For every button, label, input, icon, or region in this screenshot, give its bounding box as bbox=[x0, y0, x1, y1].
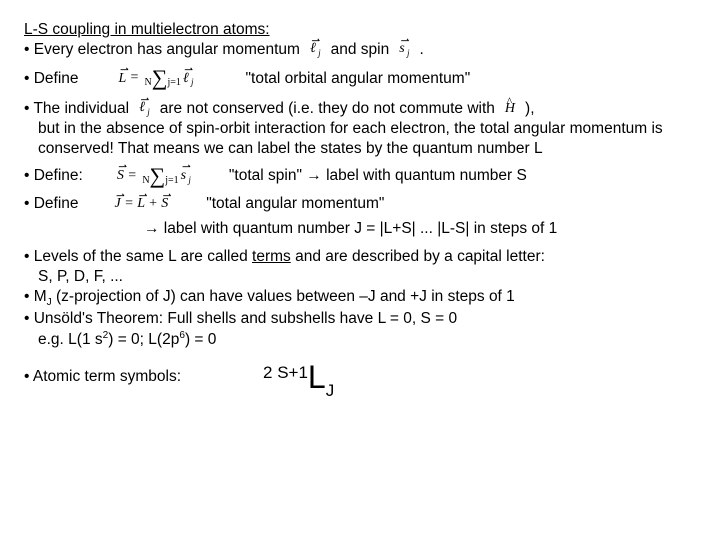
formula-lj2: ℓ j bbox=[135, 99, 154, 119]
bullet-define: • Define bbox=[24, 69, 79, 89]
text: • M bbox=[24, 288, 47, 305]
line-label-J: → label with quantum number J = |L+S| ..… bbox=[24, 219, 700, 239]
bullet-define: • Define bbox=[24, 194, 79, 214]
line-terms: • Levels of the same L are called terms … bbox=[24, 247, 700, 267]
atomic-term-label: • Atomic term symbols: bbox=[24, 367, 181, 387]
total-orbital-label: "total orbital angular momentum" bbox=[246, 69, 471, 89]
formula-L-sum: L = N∑j=1ℓ j bbox=[115, 68, 198, 89]
text: • Levels of the same L are called bbox=[24, 248, 252, 265]
line-term-symbols: • Atomic term symbols: 2 S+1LJ bbox=[24, 353, 700, 402]
term-subscript: J bbox=[326, 381, 335, 400]
text: . bbox=[419, 40, 423, 60]
text: ) = 0 bbox=[185, 331, 216, 348]
text: ), bbox=[525, 99, 534, 119]
formula-S-sum: S = N∑j=1s j bbox=[113, 166, 195, 187]
term-symbol: 2 S+1LJ bbox=[263, 357, 334, 402]
text: • Every electron has angular momentum bbox=[24, 40, 300, 60]
line-define-J: • Define J = L + S "total angular moment… bbox=[24, 194, 700, 214]
text: and spin bbox=[331, 40, 390, 60]
line-mj: • MJ (z-projection of J) can have values… bbox=[24, 287, 700, 309]
term-L: L bbox=[308, 359, 326, 395]
total-spin-label: "total spin" → label with quantum number… bbox=[229, 166, 527, 186]
formula-sj: s j bbox=[395, 40, 413, 60]
text: • The individual bbox=[24, 99, 129, 119]
term-prescript: 2 S+1 bbox=[263, 363, 308, 382]
text: e.g. L(1 s bbox=[38, 331, 103, 348]
line-define-L: • Define L = N∑j=1ℓ j "total orbital ang… bbox=[24, 68, 700, 89]
formula-lj: ℓ j bbox=[306, 40, 325, 60]
line-eg: e.g. L(1 s2) = 0; L(2p6) = 0 bbox=[24, 329, 700, 350]
formula-H: H bbox=[501, 100, 519, 118]
text: (z-projection of J) can have values betw… bbox=[52, 288, 515, 305]
terms-underline: terms bbox=[252, 248, 291, 265]
text: ) = 0; L(2p bbox=[108, 331, 179, 348]
line-conserved: but in the absence of spin-orbit interac… bbox=[24, 119, 700, 159]
text: and are described by a capital letter: bbox=[291, 248, 545, 265]
line-terms-list: S, P, D, F, ... bbox=[24, 267, 700, 287]
line-every-electron: • Every electron has angular momentum ℓ … bbox=[24, 40, 700, 60]
line-individual: • The individual ℓ j are not conserved (… bbox=[24, 99, 700, 119]
total-ang-label: "total angular momentum" bbox=[206, 194, 384, 214]
line-unsold: • Unsöld's Theorem: Full shells and subs… bbox=[24, 309, 700, 329]
bullet-define: • Define: bbox=[24, 166, 83, 186]
title: L-S coupling in multielectron atoms: bbox=[24, 21, 270, 38]
line-define-S: • Define: S = N∑j=1s j "total spin" → la… bbox=[24, 166, 700, 187]
text: are not conserved (i.e. they do not comm… bbox=[160, 99, 495, 119]
formula-J: J = L + S bbox=[111, 195, 173, 213]
